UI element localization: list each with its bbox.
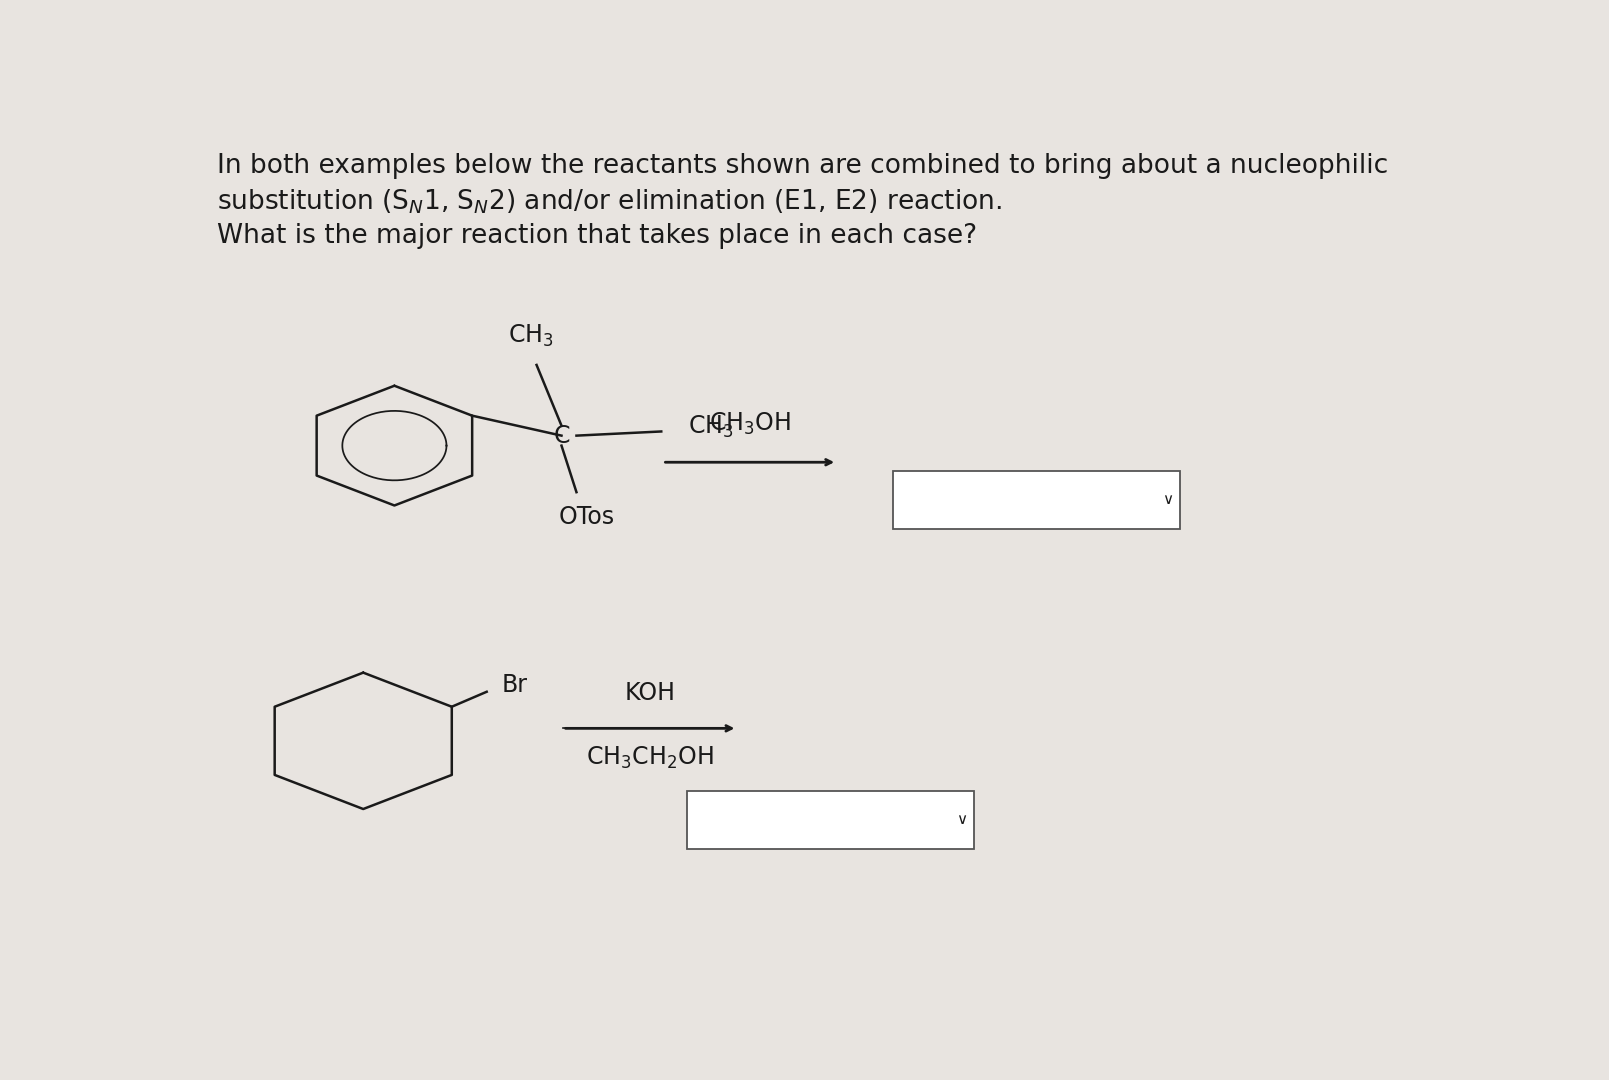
Text: CH$_3$OH: CH$_3$OH bbox=[710, 411, 790, 437]
Text: ∨: ∨ bbox=[956, 812, 967, 827]
Text: substitution (S$_N$1, S$_N$2) and/or elimination (E1, E2) reaction.: substitution (S$_N$1, S$_N$2) and/or eli… bbox=[217, 188, 1002, 216]
Text: In both examples below the reactants shown are combined to bring about a nucleop: In both examples below the reactants sho… bbox=[217, 153, 1389, 179]
Text: What is the major reaction that takes place in each case?: What is the major reaction that takes pl… bbox=[217, 222, 977, 248]
Text: OTos: OTos bbox=[558, 505, 615, 529]
Text: CH$_3$: CH$_3$ bbox=[507, 323, 553, 349]
Bar bbox=[687, 791, 973, 849]
Text: CH$_3$: CH$_3$ bbox=[689, 415, 734, 441]
Bar bbox=[893, 471, 1179, 529]
Text: ∨: ∨ bbox=[1162, 492, 1173, 508]
Text: CH$_3$CH$_2$OH: CH$_3$CH$_2$OH bbox=[586, 745, 714, 771]
Text: Br: Br bbox=[500, 673, 528, 697]
Text: KOH: KOH bbox=[624, 681, 676, 705]
Text: C: C bbox=[553, 423, 570, 447]
